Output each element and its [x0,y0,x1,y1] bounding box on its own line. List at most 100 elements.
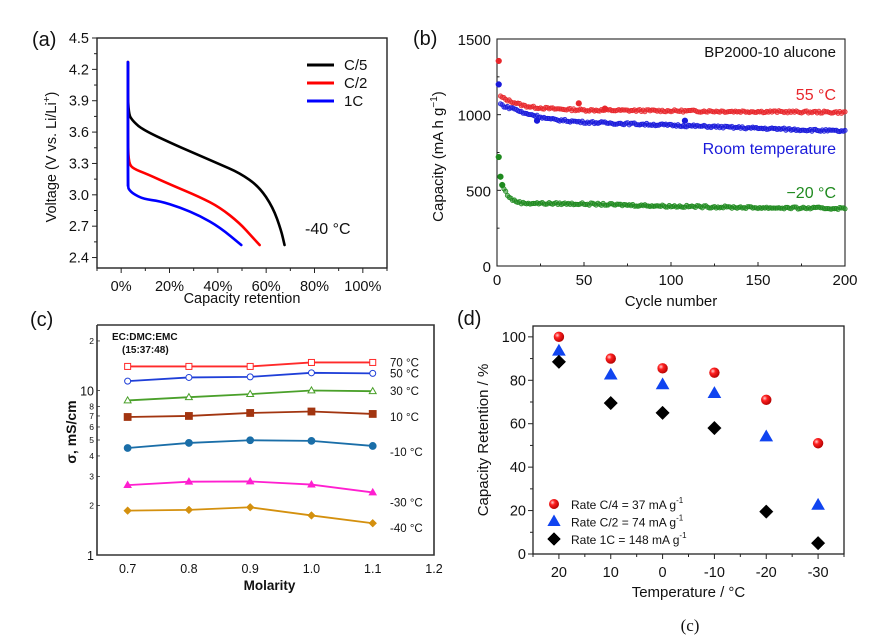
x-tick-label: 0.9 [241,562,258,576]
data-point [681,117,689,124]
y-tick-label: 60 [510,417,526,433]
data-point [246,409,255,417]
panel-c: (c) 0.7 0.8 0.9 1.0 1.1 1.2 1 2 3 4 5 678 10 2 Molarity… [30,309,443,593]
data-point [812,438,824,449]
y-tick-label: 0 [483,259,491,276]
data-point [497,173,504,180]
x-tick-label: 150 [745,272,770,289]
y-tick-label: 1000 [458,108,491,125]
data-point [307,479,316,488]
data-point [707,420,722,436]
series-0 [124,358,377,370]
y-tick-label: 2 [89,336,94,346]
series-1 [552,343,825,510]
data-point [495,81,502,88]
series-2 [495,153,848,213]
data-point [307,436,316,445]
legend-label-main: Rate 1C = 148 mA g [571,533,679,547]
x-tick-label: 0% [111,279,132,295]
data-point [307,511,316,520]
panel-b: (b) 0 50 100 150 200 0 500 1000 1500 Cycle number C… [413,28,858,310]
y-tick-label: 500 [466,183,491,200]
y-tick-label: 7 [89,411,94,421]
x-tick-label: 20% [155,279,184,295]
legend-marker [547,532,561,546]
data-point [709,367,720,378]
series-label-room-temperature: Room temperature [703,141,836,158]
data-point [185,439,193,447]
y-tick-label: 3.9 [69,94,89,110]
data-point [759,504,774,519]
x-axis-label: Molarity [244,578,296,593]
data-point [368,518,377,528]
data-point [601,105,608,112]
y-tick-label: 4.5 [69,31,89,47]
x-tick-label: 40% [203,279,232,295]
x-tick-label: 60% [252,279,281,295]
x-tick-label: 50 [576,272,593,289]
x-tick-label: 100 [658,272,683,289]
legend-label-main: Rate C/4 = 37 mA g [571,498,676,512]
y-tick-label: 3 [89,472,94,482]
data-point [369,358,377,366]
y-axis-label: Capacity (mA h g−1) [429,91,447,222]
data-point [368,386,378,395]
data-point [575,100,582,107]
x-tick-label: -20 [756,565,777,581]
data-point [245,476,255,485]
data-point [246,436,255,445]
y-axis-label: Voltage (V vs. Li/Li+) [42,92,60,223]
x-tick-label: 20 [551,565,567,581]
series-0 [553,331,824,449]
y-tick-label: 4.2 [69,62,89,78]
x-axis-label: Capacity retention [184,291,301,307]
temperature-annotation: -40 °C [305,221,351,238]
x-axis-label: Temperature / °C [632,584,746,601]
data-point [185,412,193,420]
y-tick-label: 2.7 [69,219,89,235]
series-label: -40 °C [390,523,423,535]
y-tick-label: 4 [89,451,94,461]
data-point [495,153,502,161]
y-tick-label: 8 [89,401,94,411]
data-point [842,127,848,134]
data-point [246,373,254,381]
data-point [655,405,670,420]
data-point [533,117,541,124]
x-tick-label: -30 [808,565,829,581]
data-point [369,369,377,377]
data-point [124,362,132,370]
y-tick-label: 20 [510,504,526,520]
legend-label: C/2 [344,75,367,92]
data-point [842,206,848,212]
legend-label: 1C [344,93,363,110]
data-point [368,442,377,450]
chart-title: BP2000-10 alucone [704,44,836,61]
y-tick-label: 6 [89,422,94,432]
y-tick-label: 1 [87,549,94,563]
panel-label: (b) [413,28,437,50]
x-tick-label: 0 [659,565,667,581]
data-point [307,369,315,377]
data-point [307,358,315,366]
y-axis-label-tail: ) [44,92,60,97]
x-tick-label: -10 [704,565,725,581]
series-1 [495,81,848,135]
y-tick-label: 0 [518,547,526,563]
data-point [657,363,668,374]
x-tick-label: 1.0 [303,562,320,576]
data-point [553,331,565,343]
legend-label-sup: -1 [679,531,687,540]
plot-frame [96,324,435,556]
legend-label: C/5 [344,57,367,74]
x-tick-label: 1.1 [364,562,381,576]
data-point [552,343,566,356]
y-tick-label: 80 [510,373,526,389]
data-point [307,407,316,416]
x-tick-label: 0.8 [180,562,197,576]
data-point [123,413,132,421]
series-3 [123,407,377,421]
data-point [368,487,378,496]
data-point [761,394,772,406]
